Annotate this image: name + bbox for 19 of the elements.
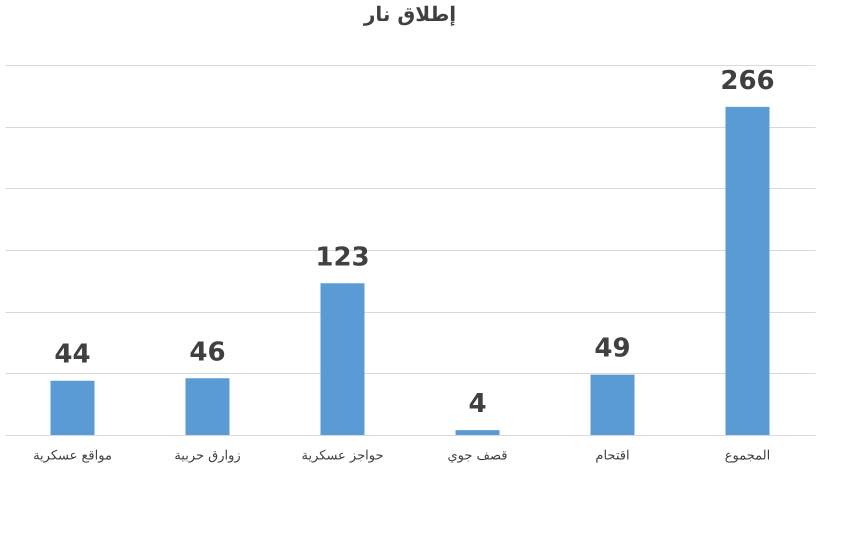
data-label: 4 [468, 389, 487, 420]
bar [50, 380, 94, 435]
data-label: 266 [720, 66, 775, 96]
x-tick-label: اقتحام [595, 448, 630, 464]
x-tick-label: قصف جوي [447, 448, 508, 464]
chart-title: إطلاق نار [362, 2, 456, 26]
x-tick-label: حواجز عسكرية [302, 448, 384, 464]
x-tick-label: مواقع عسكرية [33, 448, 112, 464]
bar [320, 283, 364, 435]
data-label: 123 [315, 242, 370, 272]
x-tick-label: زوارق حربية [174, 448, 241, 464]
data-label: 49 [594, 334, 631, 364]
x-tick-label: المجموع [724, 448, 770, 464]
data-label: 44 [54, 340, 91, 370]
data-label: 46 [189, 337, 226, 368]
bar [590, 374, 634, 435]
bar [726, 106, 770, 435]
bar [186, 378, 230, 435]
bar [456, 430, 500, 435]
